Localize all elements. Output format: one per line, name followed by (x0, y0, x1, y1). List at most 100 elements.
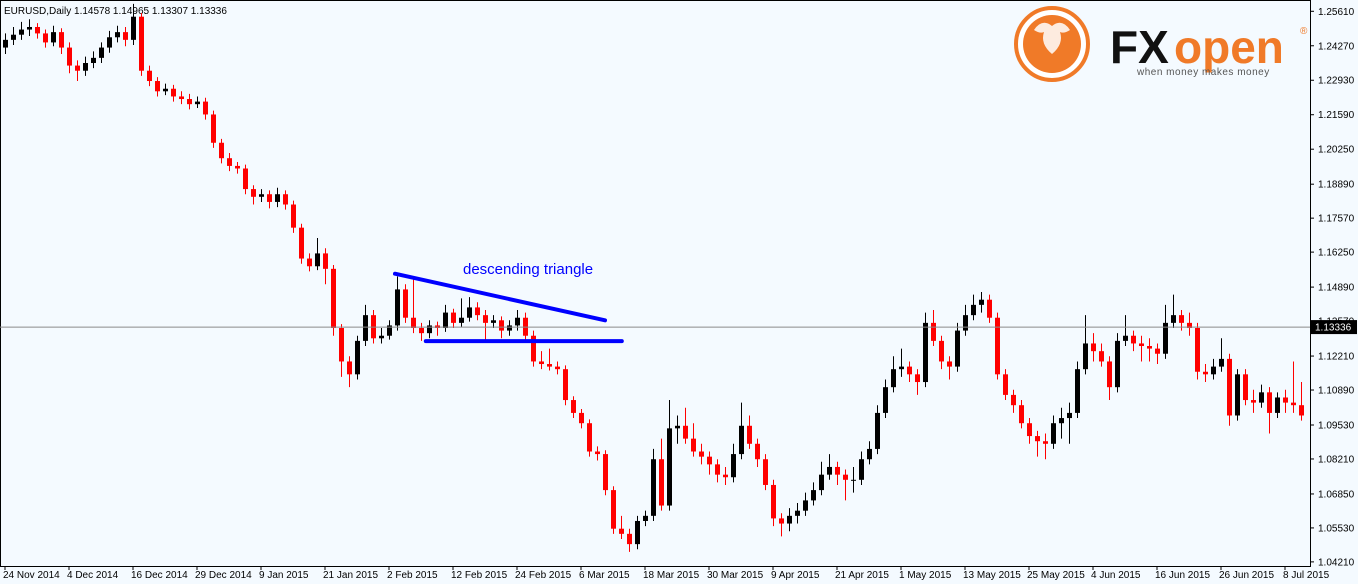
candle-body (3, 39, 8, 48)
y-tick-label: 1.10890 (1318, 386, 1355, 397)
candle-body (547, 364, 552, 367)
candle-body (683, 425, 688, 439)
candle-body (339, 328, 344, 362)
candle-body (43, 33, 48, 43)
candle-body (931, 322, 936, 341)
candle-body (147, 70, 152, 82)
candle-body (419, 328, 424, 334)
candle-body (1163, 322, 1168, 354)
candle-body (67, 47, 72, 66)
candle-body (467, 307, 472, 318)
y-tick-label: 1.14890 (1318, 283, 1355, 294)
candle-body (27, 26, 32, 30)
candle-body (283, 194, 288, 205)
x-tick-label: 4 Dec 2014 (67, 570, 119, 581)
candle-body (1019, 405, 1024, 424)
candle-body (491, 320, 496, 323)
candle-body (539, 361, 544, 365)
logo-registered: ® (1300, 26, 1308, 37)
candle-body (235, 165, 240, 169)
candle-body (859, 459, 864, 480)
candle-body (803, 500, 808, 511)
y-tick-label: 1.21590 (1318, 110, 1355, 121)
candle-body (595, 451, 600, 455)
candle-body (427, 325, 432, 334)
candle-body (403, 289, 408, 318)
candle-body (1099, 351, 1104, 362)
candle-body (115, 32, 120, 38)
x-tick-label: 25 May 2015 (1027, 570, 1085, 581)
candle-body (299, 227, 304, 259)
candle-body (307, 258, 312, 267)
candle-body (835, 466, 840, 475)
candle-body (659, 459, 664, 506)
candle-body (1075, 369, 1080, 413)
candle-body (475, 307, 480, 316)
candle-body (1051, 423, 1056, 444)
candle-body (243, 168, 248, 190)
candle-body (187, 99, 192, 105)
candle-body (1107, 361, 1112, 388)
candle-body (1131, 335, 1136, 344)
x-tick-label: 26 Jun 2015 (1219, 570, 1274, 581)
x-tick-label: 4 Jun 2015 (1091, 570, 1141, 581)
candle-body (571, 400, 576, 413)
annotation: descending triangle (463, 261, 593, 278)
candle-body (979, 299, 984, 305)
candle-body (1083, 343, 1088, 370)
candle-body (1227, 358, 1232, 416)
candle-body (99, 47, 104, 58)
y-tick-label: 1.09530 (1318, 421, 1355, 432)
x-tick-label: 30 Mar 2015 (707, 570, 764, 581)
candle-body (363, 315, 368, 341)
candle-body (1187, 322, 1192, 329)
candle-body (1275, 397, 1280, 413)
x-tick-label: 1 May 2015 (899, 570, 952, 581)
candle-body (1091, 343, 1096, 352)
candle-body (635, 520, 640, 545)
candle-body (195, 101, 200, 105)
candle-body (51, 32, 56, 43)
candle-body (715, 464, 720, 475)
candle-body (59, 32, 64, 48)
candle-body (891, 369, 896, 388)
candle-body (91, 57, 96, 64)
candle-body (75, 65, 80, 71)
candle-body (35, 26, 40, 34)
x-tick-label: 13 May 2015 (963, 570, 1021, 581)
candle-body (315, 253, 320, 267)
candle-body (483, 315, 488, 323)
candle-body (747, 425, 752, 444)
candle-body (155, 81, 160, 92)
candle-body (1003, 374, 1008, 395)
candle-body (1043, 441, 1048, 444)
y-tick-label: 1.04210 (1318, 557, 1355, 568)
candle-body (139, 16, 144, 71)
candle-body (867, 448, 872, 460)
y-tick-label: 1.05530 (1318, 523, 1355, 534)
y-tick-label: 1.18890 (1318, 180, 1355, 191)
candle-body (1259, 392, 1264, 403)
candle-body (211, 114, 216, 143)
candle-body (1171, 315, 1176, 323)
candle-body (779, 518, 784, 524)
candle-body (1267, 392, 1272, 413)
candle-body (819, 474, 824, 491)
candle-body (611, 490, 616, 529)
candle-body (939, 340, 944, 362)
candle-body (971, 304, 976, 316)
candle-body (1179, 315, 1184, 323)
candle-body (667, 428, 672, 506)
candle-body (955, 330, 960, 367)
candle-body (347, 361, 352, 375)
candle-body (1283, 397, 1288, 403)
candle-body (499, 320, 504, 331)
candle-body (131, 16, 136, 40)
y-tick-label: 1.08210 (1318, 454, 1355, 465)
candle-body (563, 369, 568, 401)
candle-body (395, 289, 400, 326)
candle-body (755, 443, 760, 460)
candle-body (1147, 346, 1152, 349)
